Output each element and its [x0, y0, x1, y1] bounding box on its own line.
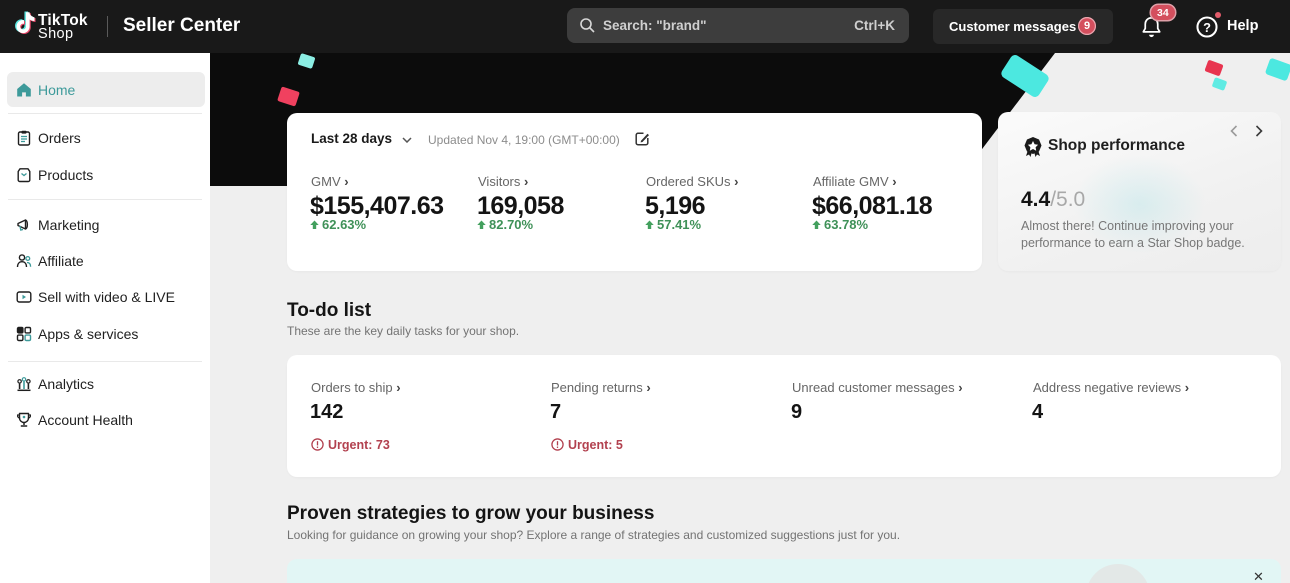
svg-text:?: ?	[1203, 20, 1211, 35]
